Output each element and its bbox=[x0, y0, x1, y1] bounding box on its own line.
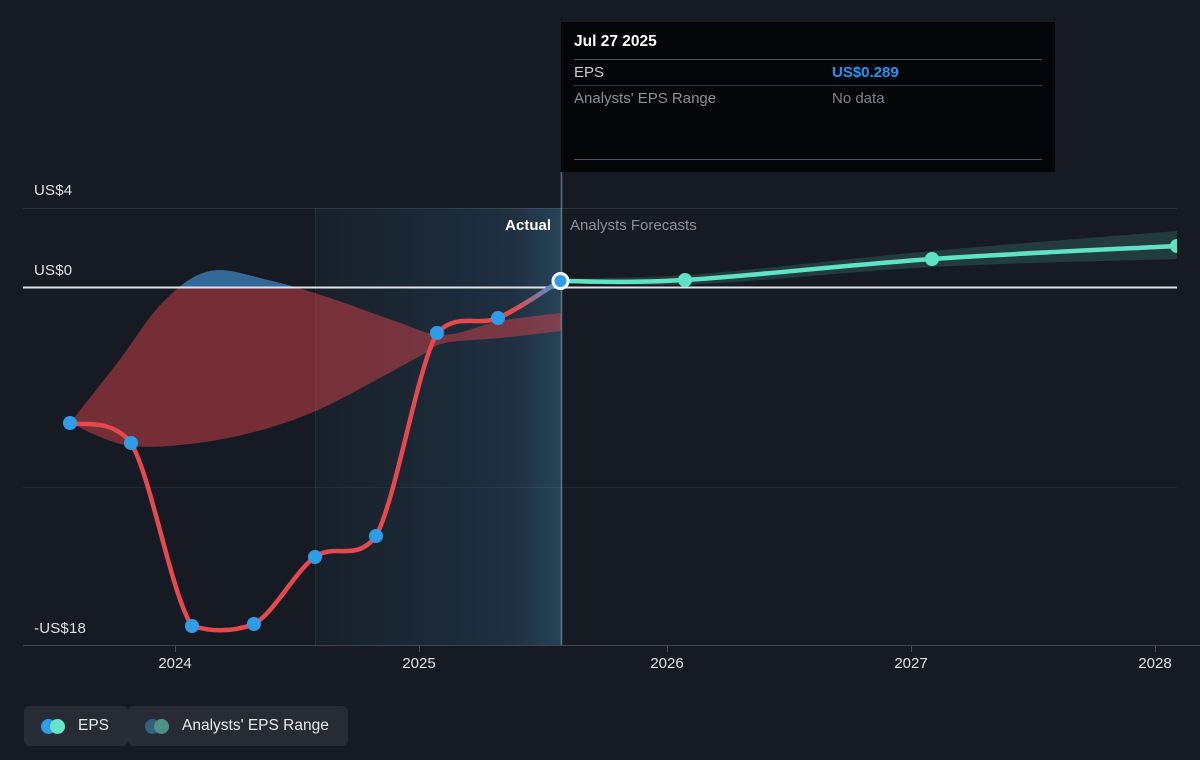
eps-forecast-point[interactable] bbox=[925, 252, 939, 266]
y-axis-label-0: US$0 bbox=[34, 262, 73, 279]
eps-actual-point[interactable] bbox=[430, 326, 444, 340]
eps-forecast-line bbox=[558, 243, 1177, 285]
historical-eps-range-band bbox=[70, 270, 561, 447]
x-axis-label-2026: 2026 bbox=[650, 655, 684, 672]
past-year-highlight-region bbox=[315, 208, 561, 645]
eps-actual-point[interactable] bbox=[63, 416, 77, 430]
legend-range-label: Analysts' EPS Range bbox=[182, 717, 329, 734]
eps-actual-point[interactable] bbox=[247, 617, 261, 631]
today-eps-point[interactable] bbox=[551, 272, 570, 290]
tooltip-range-label: Analysts' EPS Range bbox=[574, 90, 717, 107]
eps-actual-point[interactable] bbox=[124, 436, 138, 450]
y-axis-label-4: US$4 bbox=[34, 182, 73, 199]
tooltip-date: Jul 27 2025 bbox=[574, 22, 1042, 60]
legend-chip-eps[interactable]: EPS bbox=[24, 706, 129, 746]
range-teal-dot-icon bbox=[154, 718, 169, 734]
tooltip-range-value: No data bbox=[832, 90, 885, 107]
eps-forecast-point[interactable] bbox=[1170, 239, 1184, 253]
eps-forecast-point[interactable] bbox=[678, 273, 692, 287]
x-axis-label-2024: 2024 bbox=[158, 655, 192, 672]
y-axis-label-neg18: -US$18 bbox=[34, 620, 87, 637]
x-axis-label-2027: 2027 bbox=[894, 655, 928, 672]
eps-actual-point[interactable] bbox=[369, 529, 383, 543]
legend-chip-analysts-eps-range[interactable]: Analysts' EPS Range bbox=[128, 706, 348, 746]
x-axis-label-2025: 2025 bbox=[402, 655, 436, 672]
eps-actual-point[interactable] bbox=[185, 619, 199, 633]
forecast-section-label: Analysts Forecasts bbox=[570, 217, 697, 234]
legend-eps-label: EPS bbox=[78, 717, 110, 734]
eps-actual-point[interactable] bbox=[491, 311, 505, 325]
eps-actual-point[interactable] bbox=[308, 550, 322, 564]
actual-section-label: Actual bbox=[505, 217, 551, 234]
forecast-eps-range-band bbox=[561, 231, 1177, 285]
tooltip-bottom-divider bbox=[574, 159, 1042, 160]
x-axis-label-2028: 2028 bbox=[1138, 655, 1172, 672]
eps-teal-dot-icon bbox=[50, 718, 65, 734]
historical-range-positive-cap bbox=[178, 270, 299, 288]
hover-tooltip: Jul 27 2025 EPS US$0.289 Analysts' EPS R… bbox=[561, 22, 1055, 172]
tooltip-eps-label: EPS bbox=[574, 64, 605, 81]
tooltip-eps-value: US$0.289 bbox=[832, 64, 899, 81]
